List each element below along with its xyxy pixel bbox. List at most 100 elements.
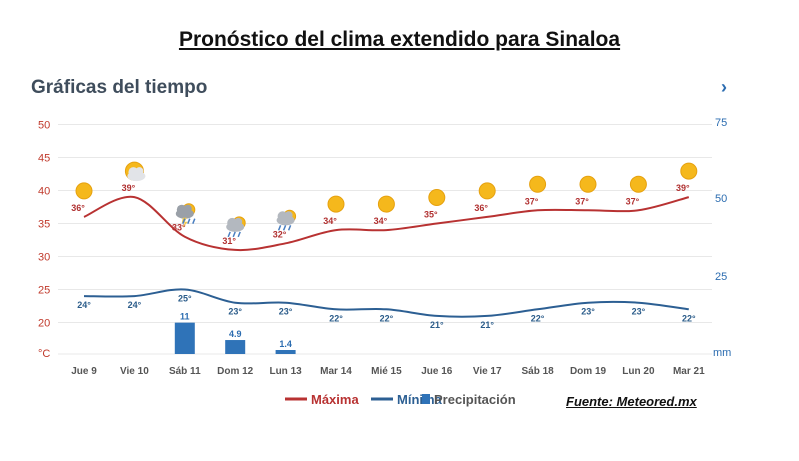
max-temp-label: 37° (525, 196, 539, 206)
y-tick-label: 45 (38, 153, 50, 165)
y-axis-right: 25 50 75 mm (713, 117, 731, 359)
sun-icon (377, 195, 395, 213)
sun-shape (579, 175, 597, 193)
sun-shape (327, 195, 345, 213)
max-temp-label: 37° (575, 196, 589, 206)
x-axis: Jue 9 Vie 10 Sáb 11 Dom 12 Lun 13 Mar 14 Mié 1… (71, 366, 705, 377)
min-temp-label: 21° (430, 320, 444, 330)
max-temp-label: 32° (273, 229, 287, 239)
precip-value-label: 1.4 (279, 339, 292, 349)
rain-drop (237, 231, 241, 238)
max-temp-label: 37° (626, 196, 640, 206)
sun-shape (428, 189, 446, 206)
max-temp-label: 33° (172, 223, 186, 233)
min-temp-line (83, 288, 689, 318)
x-tick-label: Jue 16 (421, 366, 453, 377)
sun-icon (428, 189, 446, 206)
max-temp-line (83, 195, 690, 252)
rain-drop (192, 218, 196, 224)
max-temp-label: 35° (424, 210, 438, 220)
min-temp-label: 21° (480, 320, 494, 330)
y2-tick-label: 75 (715, 117, 727, 129)
x-tick-label: Dom 19 (570, 366, 607, 377)
sun-shape (629, 175, 647, 193)
rain-drop (287, 225, 292, 231)
min-temp-label: 24° (128, 300, 142, 310)
legend-min-label[interactable]: Mínima (397, 392, 443, 407)
rain-icon (276, 209, 297, 231)
rain-drop (227, 231, 231, 238)
weather-icons (75, 161, 698, 238)
precip-value-label: 11 (180, 312, 190, 322)
legend-max-label[interactable]: Máxima (311, 392, 359, 407)
precip-bar (225, 340, 246, 354)
source-credit: Fuente: Meteored.mx (566, 394, 697, 409)
max-temp-label: 34° (323, 216, 337, 226)
legend-precip-label[interactable]: Precipitación (434, 392, 516, 407)
min-temp-label: 22° (682, 313, 696, 323)
page-headline: Pronóstico del clima extendido para Sina… (178, 28, 621, 51)
x-tick-label: Vie 17 (473, 366, 502, 377)
temperature-lines (83, 195, 690, 318)
x-tick-label: Lun 20 (622, 366, 655, 377)
precipitation-bars (174, 322, 296, 354)
min-temp-label: 23° (581, 307, 595, 317)
x-tick-label: Mié 15 (371, 366, 402, 377)
max-temp-label: 36° (474, 203, 488, 213)
cloud-shape (284, 211, 293, 220)
min-temp-label: 22° (380, 313, 394, 323)
sun-icon (478, 182, 496, 200)
max-temp-label: 39° (676, 183, 690, 193)
min-temp-label: 23° (632, 307, 646, 317)
lightning-shape (181, 217, 188, 228)
rain-drop (187, 218, 191, 224)
legend: Máxima Mínima Precipitación (285, 392, 516, 407)
chart-title: Gráficas del tiempo (31, 77, 208, 98)
max-temp-label: 39° (122, 183, 136, 193)
cloud-shape (135, 167, 144, 176)
sun-shape (377, 195, 395, 213)
sun-shape (680, 162, 698, 180)
rain-drop (277, 225, 282, 231)
storm-icon (175, 203, 196, 228)
x-tick-label: Sáb 18 (521, 366, 554, 377)
x-tick-label: Mar 14 (320, 366, 352, 377)
sun-cloud-icon (124, 161, 146, 182)
y-axis-left: 20 25 30 35 40 45 50 °C (38, 120, 50, 361)
x-tick-label: Vie 10 (120, 366, 149, 377)
x-tick-label: Sáb 11 (169, 366, 201, 377)
sun-shape (529, 175, 547, 193)
max-temp-label: 31° (222, 236, 236, 246)
precip-value-label: 4.9 (229, 329, 242, 339)
sun-icon (579, 175, 597, 193)
min-temp-label: 24° (77, 300, 91, 310)
precip-bar (174, 322, 195, 354)
y-tick-label: 50 (38, 120, 50, 132)
sun-icon (529, 175, 547, 193)
cloud-shape (234, 217, 243, 226)
y-tick-label: 20 (38, 318, 50, 330)
y-unit-label: °C (38, 348, 50, 360)
y2-unit-label: mm (713, 347, 731, 359)
sun-shape (75, 182, 93, 200)
x-tick-label: Dom 12 (217, 366, 254, 377)
sun-icon (75, 182, 93, 200)
y-tick-label: 25 (38, 285, 50, 297)
min-temp-label: 22° (531, 313, 545, 323)
sun-icon (680, 162, 698, 180)
precip-bar (275, 350, 296, 354)
min-temp-label: 23° (279, 307, 293, 317)
y-tick-label: 30 (38, 252, 50, 264)
data-labels: 11 4.9 1.4 36° 39° 33° 31° 32° 34° 34° 35° 36° 37° 37… (71, 183, 696, 349)
x-tick-label: Lun 13 (269, 366, 302, 377)
rain-drop (232, 231, 236, 238)
sun-shape (478, 182, 496, 200)
rain-drop (182, 218, 186, 224)
sun-icon (629, 175, 647, 193)
y-tick-label: 35 (38, 219, 50, 231)
chevron-right-icon[interactable]: › (721, 77, 727, 97)
y-tick-label: 40 (38, 186, 50, 198)
y2-tick-label: 50 (715, 193, 727, 205)
x-tick-label: Jue 9 (71, 366, 97, 377)
